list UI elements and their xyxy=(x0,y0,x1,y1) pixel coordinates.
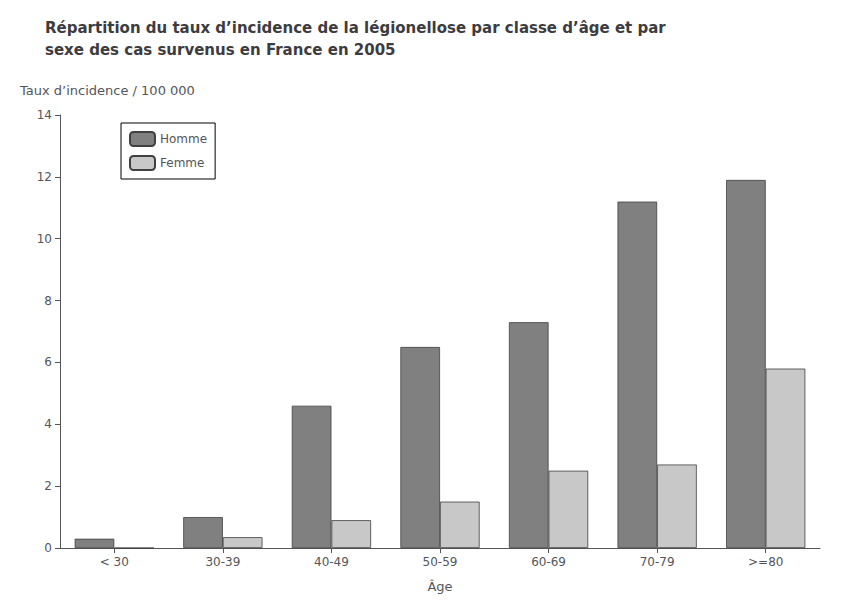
svg-text:6: 6 xyxy=(44,355,52,369)
svg-text:>=80: >=80 xyxy=(748,555,783,569)
svg-text:70-79: 70-79 xyxy=(640,555,675,569)
svg-text:4: 4 xyxy=(44,417,52,431)
svg-text:Âge: Âge xyxy=(427,579,452,594)
svg-text:40-49: 40-49 xyxy=(314,555,349,569)
svg-text:0: 0 xyxy=(44,541,52,555)
svg-text:60-69: 60-69 xyxy=(531,555,566,569)
svg-text:50-59: 50-59 xyxy=(423,555,458,569)
svg-text:30-39: 30-39 xyxy=(205,555,240,569)
svg-text:8: 8 xyxy=(44,294,52,308)
svg-text:2: 2 xyxy=(44,479,52,493)
svg-text:< 30: < 30 xyxy=(100,555,129,569)
svg-text:10: 10 xyxy=(37,232,52,246)
svg-text:sexe des cas survenus en Franc: sexe des cas survenus en France en 2005 xyxy=(45,41,396,59)
svg-text:Femme: Femme xyxy=(160,156,204,170)
svg-text:Répartition du taux d’incidenc: Répartition du taux d’incidence de la lé… xyxy=(45,19,666,37)
svg-text:14: 14 xyxy=(37,108,52,122)
svg-text:Taux d’incidence / 100 000: Taux d’incidence / 100 000 xyxy=(19,83,195,98)
svg-text:12: 12 xyxy=(37,170,52,184)
svg-text:Homme: Homme xyxy=(160,132,207,146)
